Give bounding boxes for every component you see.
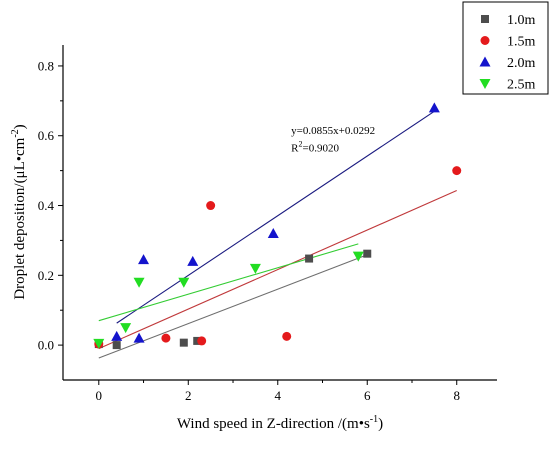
data-point-2.0m [138, 254, 150, 265]
r-squared-value: =0.9020 [303, 142, 340, 154]
r-squared-superscript: 2 [299, 139, 303, 148]
x-tick-label: 4 [275, 388, 282, 403]
data-point-1.0m [179, 338, 188, 347]
r-squared-symbol: R [291, 142, 299, 154]
data-point-2.5m [93, 338, 105, 349]
data-point-1.5m [282, 331, 292, 341]
x-axis-title-sup: -1 [370, 414, 378, 425]
y-axis-title: Droplet deposition/(μL•cm-2) [10, 124, 28, 299]
legend-box [462, 1, 549, 95]
x-axis-title-end: ) [378, 416, 383, 432]
data-point-2.5m [352, 251, 364, 262]
data-points [93, 102, 462, 350]
legend-marker-1.0m [481, 15, 489, 23]
y-axis-title-end: ) [12, 124, 28, 129]
data-point-2.5m [178, 277, 190, 288]
y-tick-label: 0.4 [38, 198, 55, 213]
x-axis-title-main: Wind speed in Z-direction /(m•s [177, 416, 370, 432]
fit-line-2.5m [98, 243, 359, 322]
y-tick-label: 0.2 [38, 268, 54, 283]
data-point-1.0m [363, 249, 372, 258]
data-point-1.0m [112, 341, 121, 350]
data-point-1.5m [206, 201, 216, 211]
data-point-1.5m [452, 166, 462, 176]
data-point-2.0m [111, 330, 123, 341]
fit-line-2.0m [116, 110, 435, 324]
legend: 1.0m 1.5m 2.0m 2.5m [462, 1, 549, 95]
y-tick-label: 0.8 [38, 58, 54, 73]
legend-label: 2.5m [507, 78, 536, 93]
x-tick-label: 6 [364, 388, 371, 403]
annotations: y=0.0855x+0.0292 R2=0.9020 [291, 125, 375, 154]
x-tick-label: 8 [453, 388, 460, 403]
data-point-2.0m [133, 332, 145, 343]
y-tick-label: 0.0 [38, 338, 54, 353]
y-axis-title-main: Droplet deposition/(μL•cm [12, 137, 28, 299]
axis-labels: Wind speed in Z-direction /(m•s-1)Drople… [10, 124, 383, 432]
data-point-1.0m [305, 254, 314, 263]
data-point-2.5m [249, 263, 261, 274]
fit-line-1.5m [98, 190, 457, 350]
legend-label: 1.0m [507, 13, 536, 28]
axes: 0 2 4 6 8 0.0 0.2 0.4 0.6 0.8 [38, 45, 497, 403]
data-point-2.0m [187, 255, 199, 266]
x-tick-label: 2 [185, 388, 192, 403]
y-tick-label: 0.6 [38, 128, 55, 143]
data-point-1.5m [161, 333, 171, 343]
data-point-1.5m [197, 336, 207, 346]
x-axis-title: Wind speed in Z-direction /(m•s-1) [177, 414, 383, 432]
legend-label: 1.5m [507, 35, 536, 50]
data-point-2.5m [120, 323, 132, 334]
legend-marker-2.5m [479, 79, 491, 89]
y-axis-title-sup: -2 [10, 129, 21, 137]
x-tick-label: 0 [96, 388, 103, 403]
r-squared-label: R2=0.9020 [291, 139, 339, 154]
legend-label: 2.0m [507, 56, 536, 71]
data-point-2.0m [267, 227, 279, 238]
legend-marker-1.5m [480, 36, 490, 45]
fit-equation: y=0.0855x+0.0292 [291, 125, 375, 137]
legend-marker-2.0m [479, 56, 491, 67]
fit-lines [98, 110, 457, 359]
data-point-2.5m [133, 277, 145, 288]
data-point-2.0m [428, 102, 440, 113]
